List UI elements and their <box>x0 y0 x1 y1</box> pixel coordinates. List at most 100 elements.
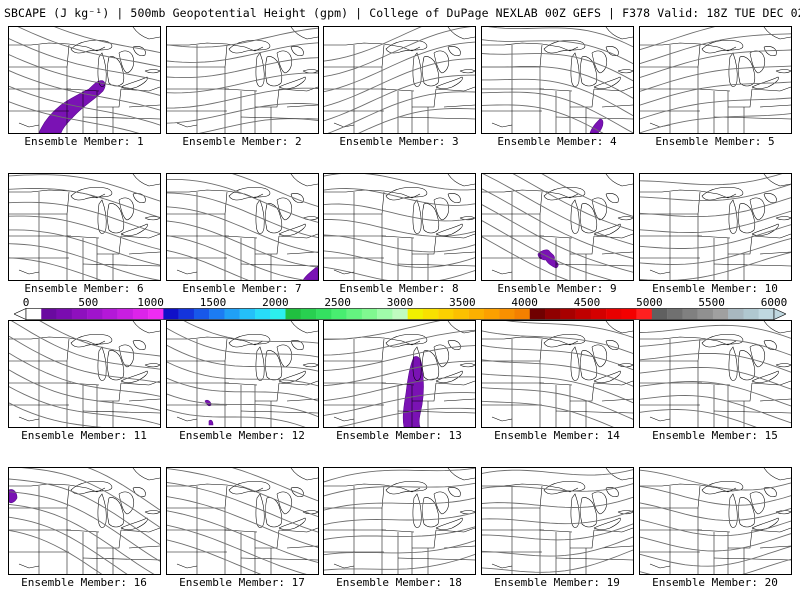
map-boundary-line <box>397 557 475 561</box>
height-contour-line <box>9 478 160 545</box>
height-contour-line <box>482 523 633 541</box>
colorbar-segment <box>87 308 103 320</box>
height-contour-line <box>640 366 791 390</box>
map-boundary-line <box>265 350 283 381</box>
map-boundary-line <box>580 56 598 87</box>
ensemble-map-panel <box>323 26 476 134</box>
map-boundary-line <box>459 363 475 368</box>
map-boundary-line <box>640 483 737 493</box>
map-boundary-line <box>555 116 633 120</box>
height-contour-line <box>640 502 791 521</box>
map-boundary-line <box>118 197 135 221</box>
height-contour-line <box>324 27 422 62</box>
map-boundary-line <box>435 76 463 89</box>
map-boundary-line <box>617 69 633 74</box>
map-boundary-line <box>324 336 421 346</box>
map-boundary-line <box>555 557 633 561</box>
header-title: SBCAPE (J kg⁻¹) | 500mb Geopotential Hei… <box>4 6 800 20</box>
colorbar-segment <box>758 308 775 320</box>
map-boundary-line <box>18 269 40 275</box>
map-boundary-line <box>491 122 513 128</box>
map-canvas <box>640 27 791 133</box>
colorbar-segment <box>270 308 286 320</box>
height-contour-line <box>482 387 633 420</box>
map-boundary-line <box>385 40 428 54</box>
height-contour-line <box>324 468 475 483</box>
map-boundary-line <box>224 88 258 92</box>
map-boundary-line <box>601 398 633 402</box>
colorbar-segment <box>224 308 240 320</box>
map-canvas <box>9 321 160 427</box>
map-boundary-line <box>278 380 318 386</box>
map-boundary-line <box>412 493 422 528</box>
map-canvas <box>640 174 791 280</box>
ensemble-map-panel <box>639 173 792 281</box>
height-contour-line <box>640 49 791 78</box>
height-contour-line <box>9 174 160 202</box>
map-boundary-line <box>276 344 293 368</box>
map-boundary-line <box>97 382 122 402</box>
map-boundary-line <box>118 344 135 368</box>
height-contour-line <box>640 197 791 218</box>
map-boundary-line <box>66 382 100 386</box>
map-boundary-line <box>435 233 475 239</box>
colorbar-segment <box>377 308 393 320</box>
map-boundary-line <box>749 197 766 221</box>
map-boundary-line <box>601 104 633 108</box>
map-boundary-line <box>276 491 293 515</box>
colorbar-segment <box>499 308 515 320</box>
map-boundary-line <box>381 382 415 386</box>
map-boundary-line <box>132 340 146 350</box>
map-boundary-line <box>593 76 621 89</box>
map-boundary-line <box>433 491 450 515</box>
colorbar-segment <box>209 308 225 320</box>
map-boundary-line <box>118 491 135 515</box>
map-boundary-line <box>543 481 586 495</box>
map-boundary-line <box>697 235 731 239</box>
height-contour-line <box>324 553 475 571</box>
map-boundary-line <box>412 88 437 108</box>
ensemble-map-panel <box>481 173 634 281</box>
map-boundary-line <box>144 69 160 74</box>
map-boundary-line <box>593 370 621 383</box>
map-boundary-line <box>605 193 619 203</box>
height-contour-line <box>640 113 791 133</box>
colorbar-tick-label: 4500 <box>573 296 601 309</box>
height-contour-line <box>482 204 633 273</box>
ensemble-map-panel <box>166 320 319 428</box>
map-boundary-line <box>224 382 258 386</box>
map-boundary-line <box>290 174 318 187</box>
ensemble-map-panel <box>166 173 319 281</box>
ensemble-map-panel <box>323 173 476 281</box>
map-boundary-line <box>605 340 619 350</box>
map-boundary-line <box>255 382 280 402</box>
map-boundary-line <box>591 344 608 368</box>
map-boundary-line <box>433 50 450 74</box>
map-boundary-line <box>775 69 791 74</box>
map-boundary-line <box>132 46 146 56</box>
map-boundary-line <box>555 263 633 267</box>
ensemble-map-panel <box>639 467 792 575</box>
colorbar-segment <box>132 308 149 320</box>
map-boundary-line <box>82 557 160 561</box>
colorbar-segment <box>590 308 607 320</box>
height-contour-line <box>640 485 791 506</box>
map-boundary-line <box>228 187 271 201</box>
colorbar-tick-label: 500 <box>78 296 99 309</box>
map-boundary-line <box>751 76 779 89</box>
height-contour-line <box>324 540 475 556</box>
map-boundary-line <box>70 481 113 495</box>
map-boundary-line <box>132 174 160 187</box>
map-boundary-line <box>751 370 779 383</box>
map-boundary-line <box>302 510 318 515</box>
color-scale-bar <box>14 308 786 320</box>
height-contour-line <box>11 321 160 370</box>
map-boundary-line <box>422 203 440 234</box>
map-boundary-line <box>278 76 306 89</box>
map-boundary-line <box>640 189 737 199</box>
map-boundary-line <box>763 174 791 187</box>
height-contour-line <box>167 409 306 427</box>
ensemble-member-label: Ensemble Member: 19 <box>494 576 620 589</box>
height-contour-line <box>482 345 633 371</box>
map-boundary-line <box>751 223 779 236</box>
